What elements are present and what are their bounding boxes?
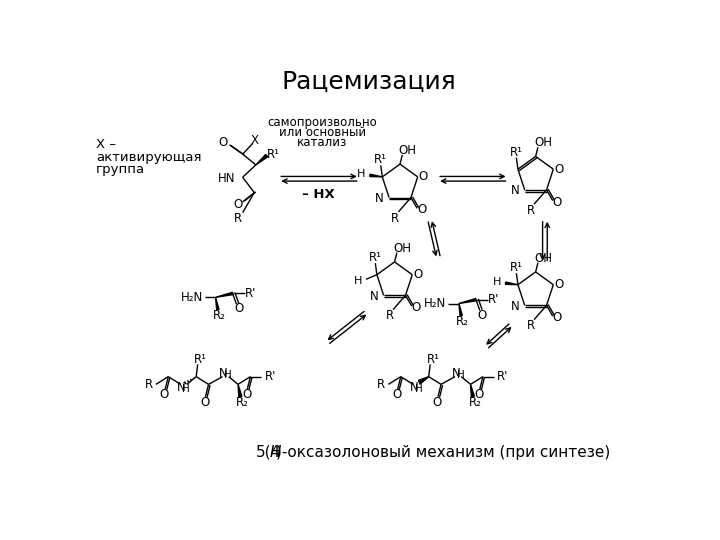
Text: OH: OH (534, 252, 552, 265)
Text: самопроизвольно: самопроизвольно (268, 116, 377, 129)
Text: R¹: R¹ (369, 251, 382, 264)
Text: X –: X – (96, 138, 116, 151)
Text: H: H (415, 384, 423, 394)
Text: R: R (377, 378, 385, 391)
Text: O: O (554, 278, 563, 291)
Text: Рацемизация: Рацемизация (282, 70, 456, 94)
Text: O: O (553, 195, 562, 208)
Text: R₂: R₂ (456, 315, 469, 328)
Text: N: N (375, 192, 384, 205)
Text: O: O (417, 204, 426, 217)
Text: O: O (242, 388, 251, 401)
Polygon shape (256, 154, 268, 165)
Text: R¹: R¹ (267, 147, 280, 160)
Text: O: O (418, 171, 428, 184)
Polygon shape (471, 384, 474, 397)
Text: H: H (270, 444, 282, 460)
Text: R: R (527, 319, 535, 332)
Text: N: N (369, 289, 378, 302)
Text: H: H (182, 384, 190, 394)
Text: O: O (160, 388, 169, 401)
Text: X: X (251, 134, 258, 147)
Text: N: N (219, 367, 228, 380)
Text: N: N (510, 300, 519, 313)
Text: R¹: R¹ (510, 146, 523, 159)
Text: O: O (392, 388, 402, 401)
Text: H: H (357, 169, 365, 179)
Text: O: O (233, 198, 243, 211)
Polygon shape (505, 282, 518, 285)
Text: R¹: R¹ (510, 261, 523, 274)
Text: O: O (433, 396, 442, 409)
Text: R': R' (264, 370, 276, 383)
Text: O: O (200, 396, 210, 409)
Polygon shape (459, 299, 476, 303)
Text: H₂N: H₂N (424, 297, 446, 310)
Polygon shape (215, 298, 219, 310)
Text: N: N (510, 184, 519, 197)
Polygon shape (370, 174, 382, 177)
Text: R: R (391, 212, 400, 225)
Text: R₂: R₂ (469, 396, 482, 409)
Text: H: H (354, 276, 362, 286)
Text: H: H (456, 370, 464, 380)
Text: HN: HN (217, 172, 235, 185)
Text: O: O (234, 302, 243, 315)
Text: OH: OH (534, 136, 552, 149)
Text: )-оксазолоновый механизм (при синтезе): )-оксазолоновый механизм (при синтезе) (276, 444, 611, 460)
Polygon shape (459, 303, 462, 316)
Text: или основный: или основный (279, 126, 366, 139)
Text: O: O (413, 268, 423, 281)
Text: OH: OH (399, 144, 417, 157)
Text: O: O (554, 163, 563, 176)
Polygon shape (238, 384, 242, 397)
Text: R₂: R₂ (236, 396, 249, 409)
Text: R': R' (245, 287, 256, 300)
Text: H₂N: H₂N (181, 291, 203, 304)
Text: катализ: катализ (297, 136, 348, 149)
Text: OH: OH (393, 241, 411, 254)
Text: активирующая: активирующая (96, 151, 202, 164)
Text: R: R (145, 378, 153, 391)
Text: O: O (219, 136, 228, 149)
Text: R: R (527, 204, 535, 217)
Text: O: O (412, 301, 421, 314)
Text: R: R (234, 212, 242, 225)
Text: R₂: R₂ (213, 309, 226, 322)
Polygon shape (215, 292, 233, 298)
Polygon shape (418, 377, 428, 384)
Text: O: O (474, 388, 484, 401)
Text: O: O (553, 311, 562, 324)
Text: группа: группа (96, 164, 145, 177)
Text: N: N (177, 381, 186, 394)
Text: N: N (410, 381, 418, 394)
Text: H: H (492, 276, 501, 287)
Text: R¹: R¹ (374, 153, 387, 166)
Text: R¹: R¹ (194, 353, 207, 366)
Text: R': R' (497, 370, 508, 383)
Text: H: H (224, 370, 232, 380)
Text: O: O (477, 308, 487, 321)
Text: R': R' (488, 293, 500, 306)
Text: N: N (451, 367, 460, 380)
Text: 5(4: 5(4 (256, 444, 281, 460)
Text: – HX: – HX (302, 188, 335, 201)
Text: R: R (386, 309, 394, 322)
Text: R¹: R¹ (427, 353, 440, 366)
